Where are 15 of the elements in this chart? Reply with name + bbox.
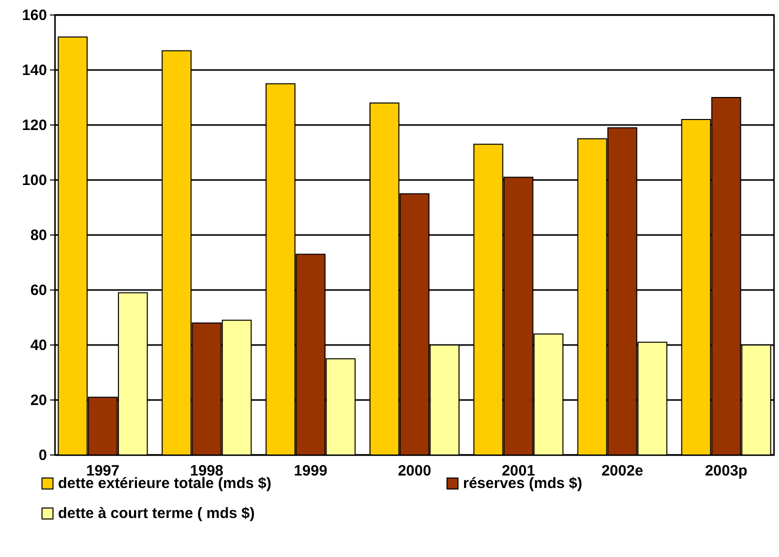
y-tick-label: 160 [22,6,47,24]
y-tick-label: 100 [22,172,47,189]
legend-label: dette extérieure totale (mds $) [58,475,272,492]
y-tick-label: 140 [22,62,47,79]
y-tick-label: 40 [30,336,47,354]
y-tick-label: 20 [30,392,47,409]
y-tick-label: 80 [30,226,47,244]
legend-label: dette à court terme ( mds $) [58,505,255,522]
y-tick-label: 60 [30,282,47,299]
x-tick-label: 1999 [294,462,328,480]
x-tick-label: 2000 [398,462,432,480]
y-tick-label: 120 [22,116,47,134]
x-tick-label: 2003p [704,462,748,480]
x-tick-label: 2002e [601,462,644,480]
y-tick-label: 0 [38,446,47,464]
